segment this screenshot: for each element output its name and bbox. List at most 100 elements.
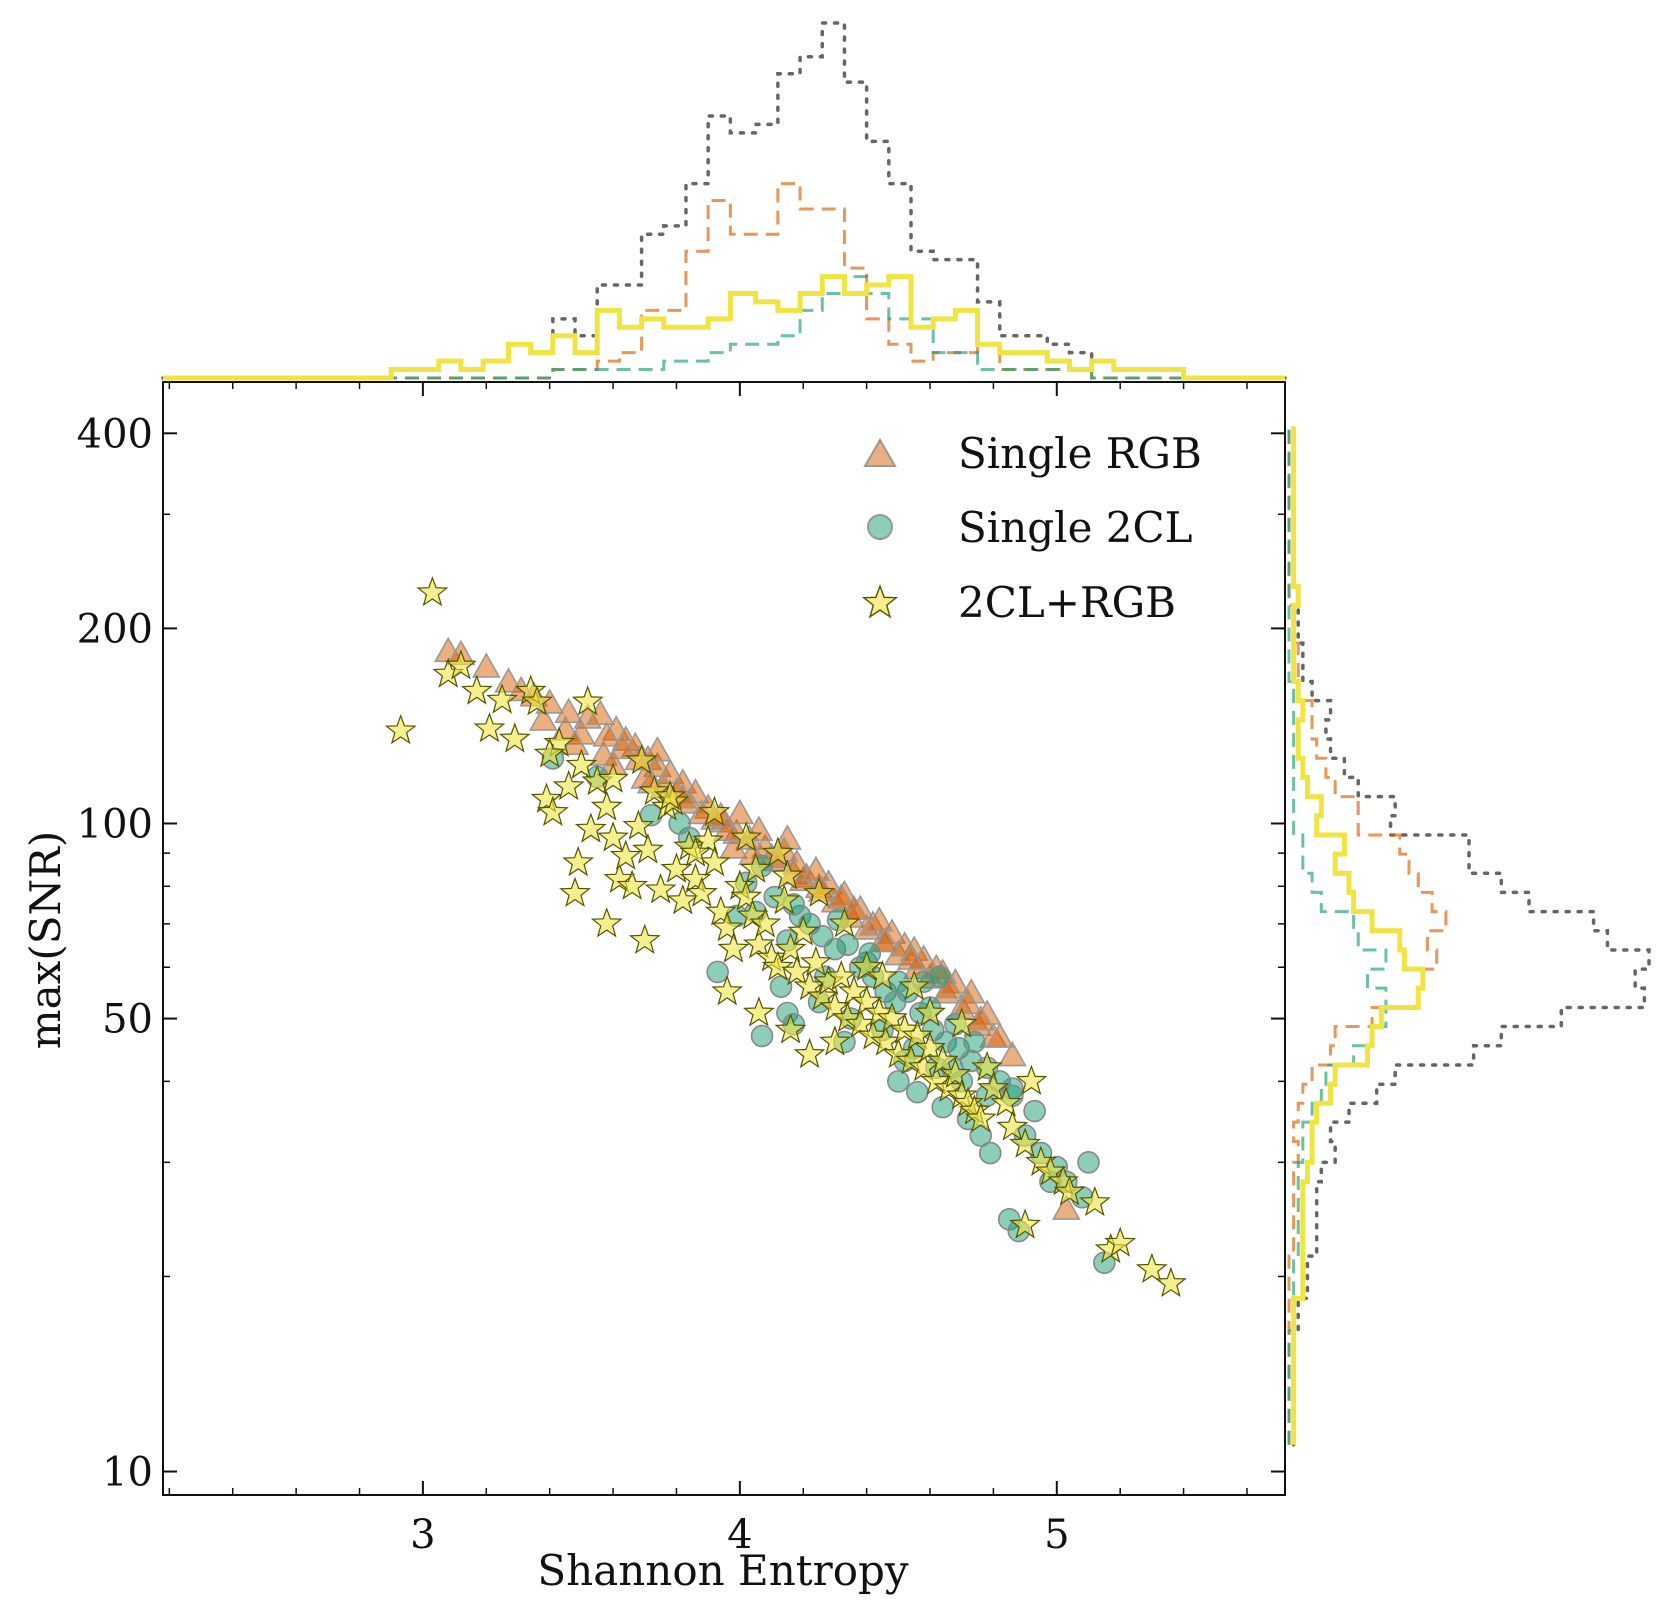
point-2cl-rgb xyxy=(574,812,607,843)
point-2cl-rgb xyxy=(996,1110,1029,1141)
point-2cl-rgb xyxy=(666,883,699,915)
point-2cl-rgb xyxy=(536,795,569,827)
x-axis-ticks: 3 4 5 xyxy=(168,382,1248,1558)
x-axis-title: Shannon Entropy xyxy=(537,1546,908,1595)
point-2cl-rgb xyxy=(736,899,769,930)
point-2cl-rgb xyxy=(787,915,820,946)
point-2cl-rgb xyxy=(926,1044,959,1075)
point-single-rgb xyxy=(864,906,894,932)
point-2cl-rgb xyxy=(654,779,687,811)
point-2cl-rgb xyxy=(898,969,931,1001)
point-single-2cl xyxy=(836,933,859,957)
point-2cl-rgb xyxy=(914,996,946,1027)
point-2cl-rgb xyxy=(761,836,794,867)
point-2cl-rgb xyxy=(774,1013,807,1044)
point-2cl-rgb xyxy=(698,845,731,877)
point-2cl-rgb xyxy=(679,836,712,867)
point-2cl-rgb xyxy=(799,945,832,977)
y-tick-label: 10 xyxy=(102,1450,153,1496)
point-single-2cl xyxy=(906,1080,929,1104)
point-2cl-rgb xyxy=(552,769,585,801)
point-single-rgb xyxy=(643,736,672,762)
point-single-rgb xyxy=(1051,1194,1081,1220)
point-2cl-rgb xyxy=(609,839,642,870)
point-2cl-rgb xyxy=(774,932,807,963)
point-2cl-rgb xyxy=(445,649,477,680)
point-2cl-rgb xyxy=(850,950,883,981)
point-2cl-rgb xyxy=(384,714,417,745)
point-2cl-rgb xyxy=(685,876,718,907)
point-2cl-rgb xyxy=(803,876,836,907)
point-2cl-rgb xyxy=(638,774,671,806)
point-2cl-rgb xyxy=(565,748,598,779)
point-2cl-rgb xyxy=(711,911,744,942)
point-2cl-rgb xyxy=(597,762,629,793)
point-2cl-rgb xyxy=(1015,1064,1048,1095)
point-2cl-rgb xyxy=(533,737,566,768)
point-2cl-rgb xyxy=(742,927,775,959)
point-single-2cl xyxy=(1023,1099,1046,1123)
point-single-rgb xyxy=(953,988,983,1014)
point-2cl-rgb xyxy=(739,852,772,883)
y-tick-label: 50 xyxy=(102,997,153,1043)
point-single-2cl xyxy=(931,1095,954,1119)
point-single-rgb xyxy=(871,926,901,953)
plot-border xyxy=(162,381,1286,1496)
y-axis-title: max(SNR) xyxy=(21,831,70,1049)
point-2cl-rgb xyxy=(498,722,531,753)
point-2cl-rgb xyxy=(473,712,506,743)
point-2cl-rgb xyxy=(742,996,775,1027)
point-single-rgb xyxy=(528,705,558,731)
point-single-2cl xyxy=(978,1141,1002,1165)
point-single-2cl xyxy=(769,975,793,998)
point-2cl-rgb xyxy=(771,859,804,890)
main-scatter-plot: 3 4 5 10 50 100 200 400 xyxy=(77,381,1286,1558)
legend-label-single-2cl: Single 2CL xyxy=(958,503,1193,552)
point-2cl-rgb xyxy=(907,1050,940,1082)
plot-frame xyxy=(162,381,1286,1496)
legend: Single RGB Single 2CL 2CL+RGB xyxy=(861,429,1202,627)
point-single-rgb xyxy=(608,733,637,760)
point-2cl-rgb xyxy=(717,932,750,963)
point-2cl-rgb xyxy=(562,845,595,877)
point-single-2cl xyxy=(750,1024,774,1048)
point-2cl-rgb xyxy=(1009,1127,1042,1158)
point-single-2cl xyxy=(963,1030,986,1054)
point-single-rgb xyxy=(801,855,831,882)
top-marginal-histogram xyxy=(161,21,1287,381)
point-2cl-rgb xyxy=(780,955,813,986)
point-2cl-rgb xyxy=(749,907,782,938)
point-2cl-rgb xyxy=(698,795,731,827)
point-2cl-rgb xyxy=(1154,1266,1187,1298)
series-combo xyxy=(384,576,1187,1298)
point-2cl-rgb xyxy=(964,1102,997,1133)
y-axis-ticks: 10 50 100 200 400 xyxy=(77,411,1285,1496)
point-2cl-rgb xyxy=(711,974,744,1006)
right-hist-line-combo xyxy=(1291,426,1426,1445)
point-2cl-rgb xyxy=(597,821,629,852)
point-single-2cl xyxy=(706,960,729,984)
y-tick-label: 100 xyxy=(77,801,153,847)
point-2cl-rgb xyxy=(416,576,449,607)
point-2cl-rgb xyxy=(819,1025,851,1056)
point-2cl-rgb xyxy=(977,1071,1010,1103)
point-2cl-rgb xyxy=(825,960,858,991)
point-2cl-rgb xyxy=(603,862,636,893)
point-single-2cl xyxy=(887,1070,910,1093)
point-2cl-rgb xyxy=(622,809,655,840)
point-2cl-rgb xyxy=(844,1007,877,1038)
point-2cl-rgb xyxy=(628,923,661,955)
right-hist-line-rgb xyxy=(1287,426,1448,1445)
point-single-rgb xyxy=(966,1004,996,1031)
point-single-rgb xyxy=(998,1040,1027,1067)
right-marginal-histogram xyxy=(1287,424,1651,1447)
point-2cl-rgb xyxy=(971,1050,1003,1082)
point-2cl-rgb xyxy=(692,824,725,855)
point-single-rgb xyxy=(985,1022,1015,1048)
point-2cl-rgb xyxy=(590,907,623,938)
point-2cl-rgb xyxy=(460,674,493,705)
point-single-rgb xyxy=(826,883,856,909)
y-tick-label: 400 xyxy=(77,411,153,457)
x-tick-label: 4 xyxy=(727,1512,752,1558)
